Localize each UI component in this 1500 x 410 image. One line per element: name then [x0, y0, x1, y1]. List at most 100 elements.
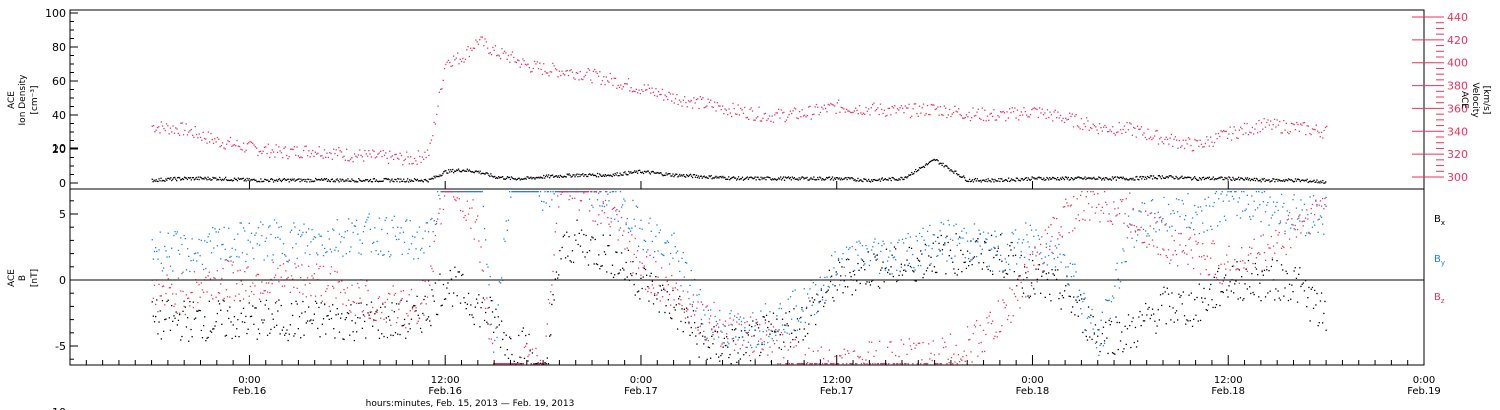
density-point	[831, 176, 834, 178]
b-y-point	[1235, 191, 1237, 193]
density-point	[1264, 180, 1266, 183]
b-x-point	[288, 333, 290, 335]
b-z-point	[279, 264, 281, 267]
density-point	[500, 176, 502, 178]
b-z-point	[965, 354, 968, 357]
density-point	[212, 176, 214, 179]
density-point	[758, 178, 760, 180]
b-x-point	[696, 343, 698, 345]
density-point	[647, 170, 650, 172]
b-z-point	[1101, 206, 1103, 208]
b-x-point	[224, 335, 226, 337]
b-z-point	[398, 308, 400, 311]
density-point	[836, 177, 838, 179]
density-point	[1268, 179, 1270, 181]
velocity-point	[186, 134, 189, 136]
velocity-point	[737, 104, 739, 106]
density-point	[472, 171, 474, 173]
density-point	[1164, 177, 1166, 179]
velocity-point	[338, 147, 340, 149]
b-z-point	[191, 291, 193, 294]
b-z-point	[364, 315, 366, 317]
b-y-point	[525, 191, 527, 193]
b-z-point	[990, 323, 993, 325]
b-x-point	[812, 301, 814, 303]
b-y-point	[263, 259, 265, 261]
b-z-point	[689, 303, 691, 305]
velocity-point	[1251, 126, 1253, 129]
b-x-point	[1076, 301, 1078, 303]
velocity-point	[1219, 135, 1221, 138]
velocity-point	[1146, 138, 1148, 141]
density-point	[327, 179, 329, 181]
b-x-point	[348, 312, 350, 315]
b-y-point	[1157, 211, 1159, 213]
b-y-point	[478, 191, 480, 193]
velocity-point	[1100, 127, 1102, 129]
density-point	[176, 180, 178, 182]
b-z-point	[985, 333, 987, 336]
b-x-point	[1296, 301, 1299, 303]
velocity-point	[1228, 133, 1230, 135]
density-point	[898, 178, 900, 180]
b-y-point	[762, 331, 764, 333]
b-y-point	[826, 276, 828, 278]
b-z-point	[898, 355, 900, 358]
b-z-point	[719, 319, 721, 321]
density-point	[573, 174, 575, 176]
b-x-point	[615, 251, 617, 253]
velocity-point	[1113, 132, 1115, 134]
density-point	[638, 169, 640, 172]
b-y-point	[1118, 287, 1121, 289]
b-z-point	[432, 270, 434, 273]
b-x-point	[593, 263, 595, 265]
b-x-point	[378, 337, 381, 339]
density-point	[983, 179, 985, 181]
velocity-point	[808, 106, 810, 108]
density-point	[973, 179, 976, 181]
b-z-point	[497, 363, 499, 365]
b-x-point	[783, 341, 785, 343]
density-point	[245, 180, 247, 182]
velocity-point	[1181, 145, 1183, 147]
velocity-point	[918, 105, 921, 107]
b-z-point	[426, 296, 429, 298]
b-y-point	[197, 252, 199, 254]
velocity-point	[1313, 128, 1315, 131]
b-z-point	[567, 191, 569, 193]
velocity-point	[413, 157, 416, 160]
b-z-point	[876, 363, 878, 365]
velocity-point	[1129, 122, 1131, 124]
density-point	[258, 180, 260, 182]
velocity-point	[352, 161, 354, 163]
b-x-point	[567, 255, 569, 257]
b-x-point	[684, 321, 687, 324]
b-y-point	[737, 339, 739, 341]
density-point	[896, 179, 898, 181]
density-point	[796, 178, 798, 180]
density-point	[1244, 177, 1247, 179]
velocity-point	[729, 112, 731, 114]
b-y-point	[343, 236, 345, 239]
b-x-point	[1048, 272, 1050, 274]
velocity-point	[442, 79, 444, 81]
b-y-point	[257, 227, 260, 229]
b-x-point	[630, 273, 632, 275]
density-point	[315, 177, 317, 180]
b-z-point	[207, 275, 209, 277]
density-point	[210, 179, 212, 181]
density-point	[309, 181, 311, 183]
b-z-point	[449, 191, 451, 193]
b-y-point	[1084, 297, 1086, 299]
density-point	[1087, 177, 1089, 180]
b-x-point	[1099, 350, 1101, 353]
density-point	[524, 177, 526, 179]
density-point	[379, 180, 381, 183]
b-x-point	[1187, 320, 1189, 322]
velocity-point	[1018, 119, 1020, 121]
b-z-point	[587, 191, 590, 193]
velocity-point	[1105, 126, 1107, 128]
b-z-point	[536, 354, 538, 357]
velocity-point	[1074, 115, 1076, 117]
b-x-point	[1259, 282, 1261, 284]
